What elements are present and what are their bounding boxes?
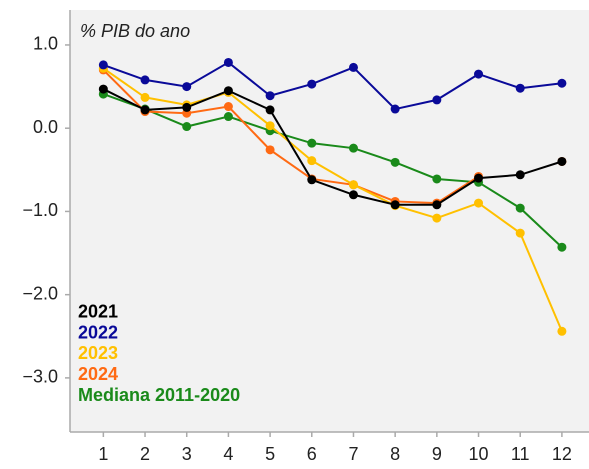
series-line: [103, 93, 563, 248]
data-point: [432, 174, 442, 184]
data-point: [515, 170, 525, 180]
data-point: [98, 60, 108, 70]
legend-entry: 2023: [78, 343, 118, 363]
data-point: [223, 86, 233, 96]
data-point: [557, 78, 567, 88]
data-point: [432, 95, 442, 105]
y-tick-label: −1.0: [22, 200, 58, 220]
x-tick-label: 5: [265, 444, 275, 464]
data-point: [474, 173, 484, 183]
data-point: [182, 82, 192, 92]
legend-entry: 2022: [78, 322, 118, 342]
data-point: [348, 62, 358, 72]
y-tick-label: −3.0: [22, 367, 58, 387]
data-point: [515, 83, 525, 93]
data-point: [140, 75, 150, 85]
data-point: [348, 180, 358, 190]
series-line: [102, 88, 563, 206]
y-tick-label: 1.0: [33, 34, 58, 54]
data-point: [390, 157, 400, 167]
data-point: [557, 242, 567, 252]
data-point: [98, 84, 108, 94]
data-point: [348, 190, 358, 200]
data-point: [557, 326, 567, 336]
data-point: [265, 145, 275, 155]
x-tick-label: 6: [307, 444, 317, 464]
data-point: [307, 79, 317, 89]
data-point: [390, 200, 400, 210]
x-tick-label: 10: [469, 444, 489, 464]
y-tick-label: −2.0: [22, 283, 58, 303]
plot-area: [70, 10, 589, 432]
legend-entry: Mediana 2011-2020: [78, 385, 240, 405]
x-tick-label: 9: [432, 444, 442, 464]
data-point: [140, 105, 150, 115]
data-point: [432, 213, 442, 223]
data-point: [265, 91, 275, 101]
data-point: [265, 105, 275, 115]
data-point: [223, 57, 233, 67]
data-point: [515, 203, 525, 213]
data-point: [474, 198, 484, 208]
x-tick-label: 12: [552, 444, 572, 464]
series-line: [102, 69, 480, 205]
data-point: [432, 200, 442, 210]
annotation: % PIB do ano: [80, 21, 190, 41]
x-tick-label: 4: [223, 444, 233, 464]
x-tick-label: 8: [390, 444, 400, 464]
data-point: [265, 121, 275, 131]
legend-entry: 2024: [78, 364, 118, 384]
data-point: [182, 102, 192, 112]
data-point: [307, 156, 317, 166]
data-point: [390, 104, 400, 114]
x-tick-label: 2: [140, 444, 150, 464]
x-tick-label: 11: [511, 444, 530, 464]
x-tick-label: 3: [182, 444, 192, 464]
y-tick-label: 0.0: [33, 117, 58, 137]
data-point: [348, 143, 358, 153]
data-point: [307, 175, 317, 185]
data-point: [140, 92, 150, 102]
x-tick-label: 1: [98, 444, 108, 464]
data-point: [557, 156, 567, 166]
series-line: [103, 61, 563, 111]
data-point: [182, 122, 192, 132]
series-line: [102, 67, 563, 332]
data-point: [223, 112, 233, 122]
legend-entry: 2021: [78, 302, 118, 322]
x-tick-label: 7: [348, 444, 358, 464]
data-point: [515, 228, 525, 238]
data-point: [474, 69, 484, 79]
data-point: [307, 138, 317, 148]
data-point: [223, 102, 233, 112]
